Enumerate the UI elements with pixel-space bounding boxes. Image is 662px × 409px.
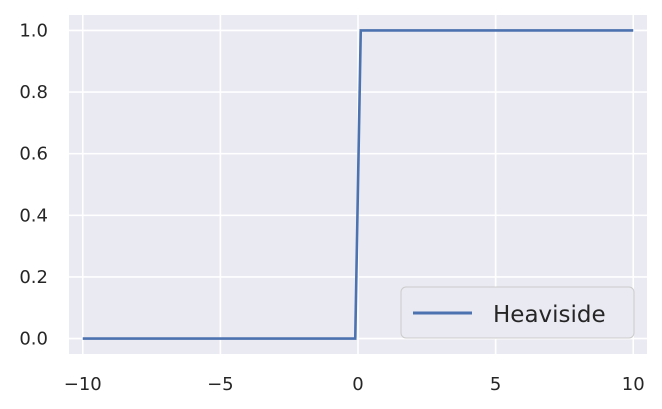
y-tick-label: 0.2	[19, 267, 48, 288]
y-tick-label: 0.4	[19, 205, 48, 226]
series-line-heaviside	[82, 29, 634, 340]
x-tick-label: 10	[622, 374, 645, 395]
x-tick-label: 5	[490, 374, 501, 395]
x-axis-ticks: −10 −5 0 5 10	[64, 374, 645, 395]
x-tick-label: −10	[64, 374, 102, 395]
y-tick-label: 1.0	[19, 20, 48, 41]
legend-box	[400, 286, 635, 339]
legend: Heaviside	[400, 286, 635, 339]
legend-label: Heaviside	[493, 302, 606, 328]
y-tick-label: 0.8	[19, 82, 48, 103]
series-layer	[82, 29, 634, 340]
y-tick-label: 0.6	[19, 144, 48, 165]
y-axis-ticks: 0.0 0.2 0.4 0.6 0.8 1.0	[19, 20, 48, 349]
x-tick-label: −5	[207, 374, 234, 395]
x-tick-label: 0	[352, 374, 363, 395]
y-tick-label: 0.0	[19, 329, 48, 350]
